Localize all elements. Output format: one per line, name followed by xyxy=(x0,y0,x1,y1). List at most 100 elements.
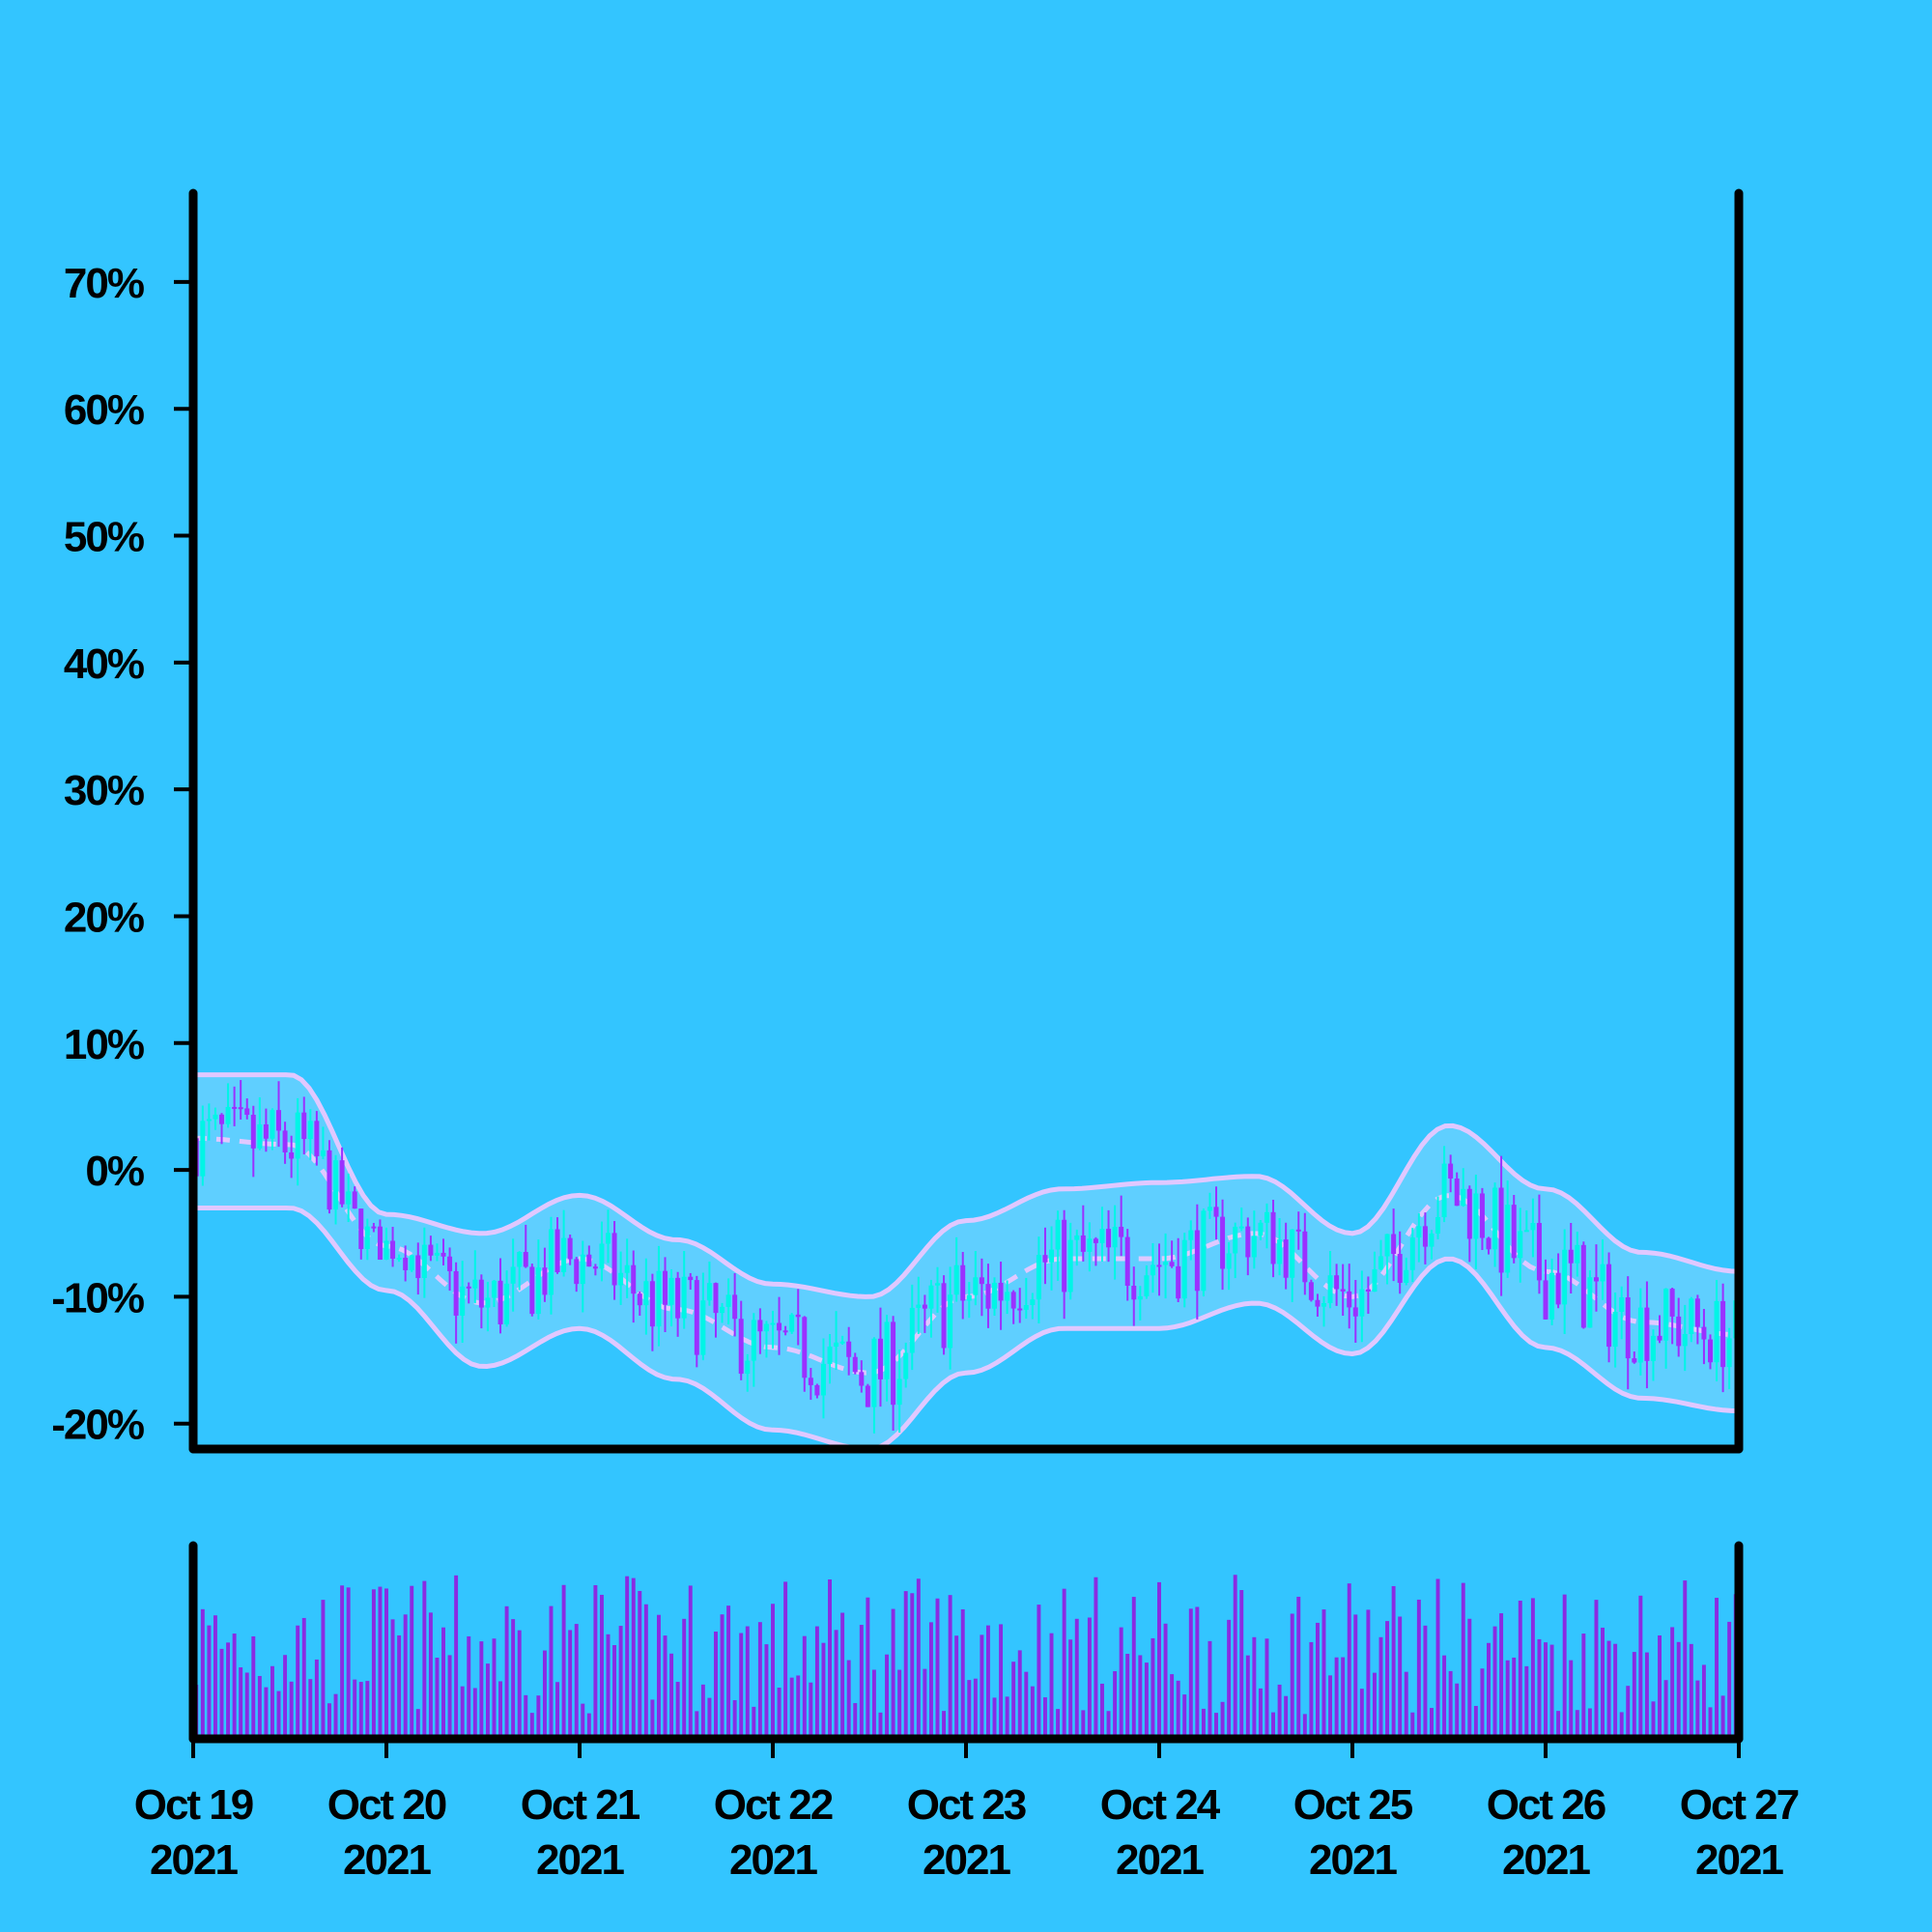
volume-bar xyxy=(752,1706,756,1739)
candle-body xyxy=(1220,1216,1226,1269)
candle xyxy=(1657,1315,1662,1344)
candle xyxy=(1005,1280,1010,1315)
candle-body xyxy=(1555,1272,1561,1305)
volume-bar xyxy=(1727,1621,1732,1739)
candle xyxy=(720,1302,725,1323)
candle-body xyxy=(1176,1265,1181,1299)
candle xyxy=(1163,1233,1169,1299)
candle xyxy=(466,1282,471,1304)
candle xyxy=(1466,1185,1472,1263)
volume-bar xyxy=(707,1697,712,1739)
volume-bar xyxy=(1430,1708,1434,1739)
candle-body xyxy=(1498,1187,1504,1273)
candle-body xyxy=(1150,1264,1155,1276)
candle xyxy=(935,1266,940,1313)
candle xyxy=(1220,1199,1226,1291)
candle-body xyxy=(1005,1292,1010,1301)
candle xyxy=(580,1240,585,1313)
candle xyxy=(1669,1287,1675,1345)
volume-bar xyxy=(1606,1640,1611,1739)
volume-bar xyxy=(871,1669,876,1739)
candle xyxy=(808,1368,813,1401)
volume-bar xyxy=(973,1678,978,1739)
candle-body xyxy=(1657,1335,1662,1341)
candle xyxy=(1062,1209,1067,1320)
candle xyxy=(561,1209,567,1277)
volume-bar xyxy=(549,1605,554,1739)
x-tick-label-date: Oct 27 xyxy=(1680,1781,1799,1829)
candle xyxy=(225,1083,231,1128)
volume-bar xyxy=(1601,1627,1605,1739)
candle xyxy=(948,1266,953,1370)
candle xyxy=(478,1274,484,1329)
candle-body xyxy=(1416,1226,1422,1238)
volume-bar xyxy=(1011,1662,1016,1739)
candle-body xyxy=(1340,1289,1346,1292)
candle xyxy=(1416,1213,1422,1263)
candle-body xyxy=(834,1342,839,1347)
volume-bar xyxy=(948,1595,952,1739)
volume-bar xyxy=(1233,1575,1237,1739)
candle-body xyxy=(1473,1193,1479,1239)
candle xyxy=(1708,1334,1713,1370)
volume-bar xyxy=(1695,1680,1700,1739)
candle xyxy=(1137,1286,1143,1321)
candle-body xyxy=(1575,1244,1580,1264)
volume-bar xyxy=(1423,1625,1428,1739)
candle-body xyxy=(460,1286,466,1316)
volume-bar xyxy=(1366,1609,1371,1739)
candle-body xyxy=(485,1297,491,1308)
upper-band-line xyxy=(193,1072,1739,1299)
candle-body xyxy=(979,1277,984,1285)
volume-bar xyxy=(771,1604,775,1739)
candle xyxy=(834,1311,839,1371)
candle xyxy=(219,1113,224,1145)
candle xyxy=(1119,1195,1124,1257)
volume-bar xyxy=(239,1667,243,1739)
candle xyxy=(649,1273,655,1351)
candle xyxy=(663,1257,668,1333)
candle xyxy=(1315,1293,1321,1317)
candle xyxy=(1650,1329,1656,1381)
candle xyxy=(877,1307,883,1407)
volume-bar xyxy=(732,1700,737,1739)
candle xyxy=(979,1258,984,1317)
candle-body xyxy=(554,1229,560,1272)
volume-bar xyxy=(346,1587,351,1739)
candle-body xyxy=(1397,1254,1403,1283)
candle-body xyxy=(1226,1253,1232,1269)
candle-body xyxy=(301,1112,307,1140)
candle-body xyxy=(200,1121,206,1177)
candle xyxy=(846,1326,852,1376)
candle xyxy=(681,1251,687,1329)
candle xyxy=(1213,1186,1219,1240)
candle-body xyxy=(960,1264,966,1301)
candle xyxy=(1264,1203,1269,1249)
volume-bar xyxy=(1492,1626,1497,1739)
candle-body xyxy=(1391,1234,1397,1255)
candle-body xyxy=(314,1121,320,1156)
candle-body xyxy=(732,1294,738,1320)
volume-bar xyxy=(688,1585,693,1739)
candle xyxy=(1093,1236,1098,1266)
candle xyxy=(1441,1146,1447,1223)
volume-bar xyxy=(301,1617,306,1739)
volume-bar xyxy=(308,1679,313,1739)
candle-body xyxy=(1181,1239,1187,1299)
candle-body xyxy=(497,1280,503,1324)
x-tick-label-date: Oct 19 xyxy=(134,1781,253,1829)
volume-bar xyxy=(695,1711,699,1739)
candle xyxy=(1087,1222,1093,1272)
volume-bar xyxy=(1049,1633,1054,1739)
candle-body xyxy=(846,1341,852,1357)
y-tick-label: 70% xyxy=(64,260,144,307)
candle xyxy=(725,1278,731,1325)
candle-body xyxy=(820,1363,826,1396)
volume-bar xyxy=(1676,1641,1681,1739)
volume-bar xyxy=(1309,1641,1314,1739)
volume-bar xyxy=(1284,1695,1289,1739)
candle xyxy=(599,1221,605,1282)
volume-bar xyxy=(631,1577,636,1739)
candle xyxy=(358,1208,364,1260)
candle xyxy=(839,1335,845,1346)
